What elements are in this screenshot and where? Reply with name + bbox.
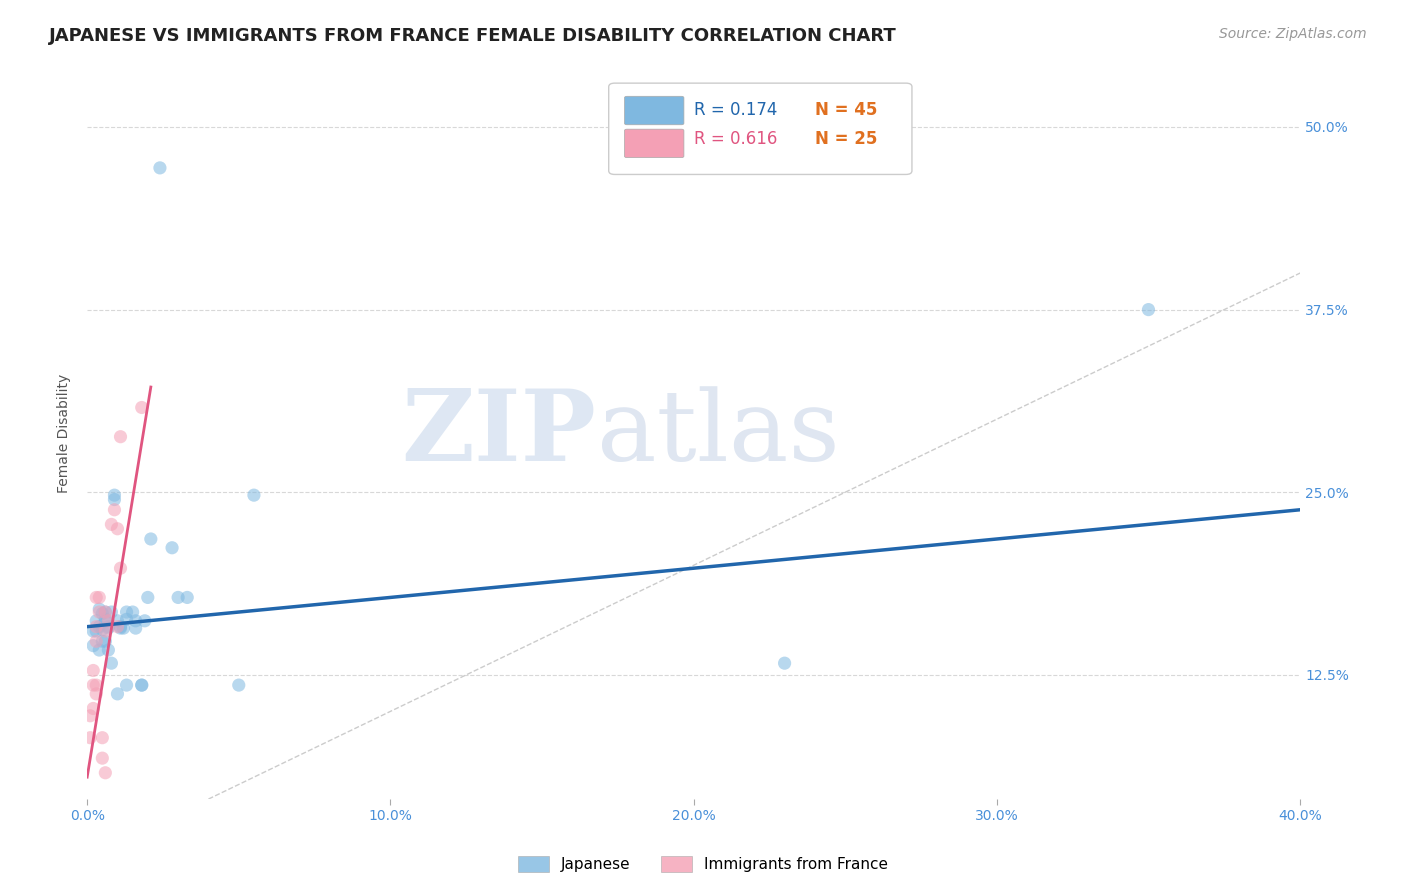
Point bbox=[82, 639, 104, 653]
Point bbox=[121, 605, 143, 619]
Point bbox=[91, 751, 114, 765]
Point bbox=[84, 620, 107, 634]
Point bbox=[773, 656, 796, 670]
Point bbox=[115, 612, 138, 626]
Legend: Japanese, Immigrants from France: Japanese, Immigrants from France bbox=[510, 848, 896, 880]
Point bbox=[84, 634, 107, 648]
Point bbox=[103, 492, 125, 507]
Point bbox=[89, 591, 111, 605]
Point bbox=[149, 161, 172, 175]
Point bbox=[84, 678, 107, 692]
Point bbox=[124, 614, 146, 628]
Point bbox=[243, 488, 266, 502]
Point bbox=[97, 620, 120, 634]
Point bbox=[107, 614, 129, 628]
Point bbox=[110, 561, 132, 575]
FancyBboxPatch shape bbox=[624, 129, 683, 158]
Point bbox=[103, 488, 125, 502]
Point bbox=[89, 602, 111, 616]
Point bbox=[84, 624, 107, 638]
Point bbox=[112, 621, 135, 635]
Point bbox=[160, 541, 183, 555]
Point bbox=[115, 605, 138, 619]
Point bbox=[97, 614, 120, 628]
Point bbox=[131, 678, 153, 692]
Point bbox=[94, 612, 117, 626]
Point bbox=[124, 621, 146, 635]
Text: Source: ZipAtlas.com: Source: ZipAtlas.com bbox=[1219, 27, 1367, 41]
Y-axis label: Female Disability: Female Disability bbox=[58, 374, 72, 493]
FancyBboxPatch shape bbox=[609, 83, 912, 175]
Point bbox=[82, 678, 104, 692]
Point bbox=[107, 687, 129, 701]
Point bbox=[176, 591, 198, 605]
Point bbox=[91, 607, 114, 621]
Point bbox=[139, 532, 162, 546]
Point bbox=[84, 614, 107, 628]
Point bbox=[107, 522, 129, 536]
Point bbox=[82, 664, 104, 678]
Point bbox=[1137, 302, 1160, 317]
Point bbox=[100, 656, 122, 670]
Point bbox=[97, 621, 120, 635]
Text: N = 25: N = 25 bbox=[815, 130, 877, 148]
Point bbox=[79, 708, 101, 723]
Text: N = 45: N = 45 bbox=[815, 101, 877, 120]
Point bbox=[89, 643, 111, 657]
Point bbox=[100, 605, 122, 619]
Point bbox=[167, 591, 190, 605]
Point bbox=[100, 517, 122, 532]
Point bbox=[110, 621, 132, 635]
Text: ZIP: ZIP bbox=[402, 385, 596, 483]
Text: atlas: atlas bbox=[596, 386, 839, 482]
Point bbox=[228, 678, 250, 692]
Point bbox=[131, 678, 153, 692]
FancyBboxPatch shape bbox=[624, 96, 683, 125]
Point bbox=[131, 401, 153, 415]
Point bbox=[115, 678, 138, 692]
Text: R = 0.616: R = 0.616 bbox=[693, 130, 778, 148]
Text: JAPANESE VS IMMIGRANTS FROM FRANCE FEMALE DISABILITY CORRELATION CHART: JAPANESE VS IMMIGRANTS FROM FRANCE FEMAL… bbox=[49, 27, 897, 45]
Point bbox=[94, 605, 117, 619]
Point bbox=[94, 605, 117, 619]
Point bbox=[103, 502, 125, 516]
Point bbox=[97, 643, 120, 657]
Point bbox=[91, 731, 114, 745]
Point bbox=[89, 620, 111, 634]
Point bbox=[79, 731, 101, 745]
Point bbox=[82, 701, 104, 715]
Point bbox=[94, 765, 117, 780]
Point bbox=[84, 591, 107, 605]
Point bbox=[110, 430, 132, 444]
Point bbox=[91, 623, 114, 637]
Point bbox=[110, 620, 132, 634]
Point bbox=[84, 687, 107, 701]
Point bbox=[82, 624, 104, 638]
Text: R = 0.174: R = 0.174 bbox=[693, 101, 778, 120]
Point bbox=[91, 634, 114, 648]
Point bbox=[94, 624, 117, 638]
Point bbox=[107, 620, 129, 634]
Point bbox=[89, 605, 111, 619]
Point bbox=[94, 634, 117, 648]
Point bbox=[94, 614, 117, 628]
Point bbox=[134, 614, 156, 628]
Point bbox=[136, 591, 159, 605]
